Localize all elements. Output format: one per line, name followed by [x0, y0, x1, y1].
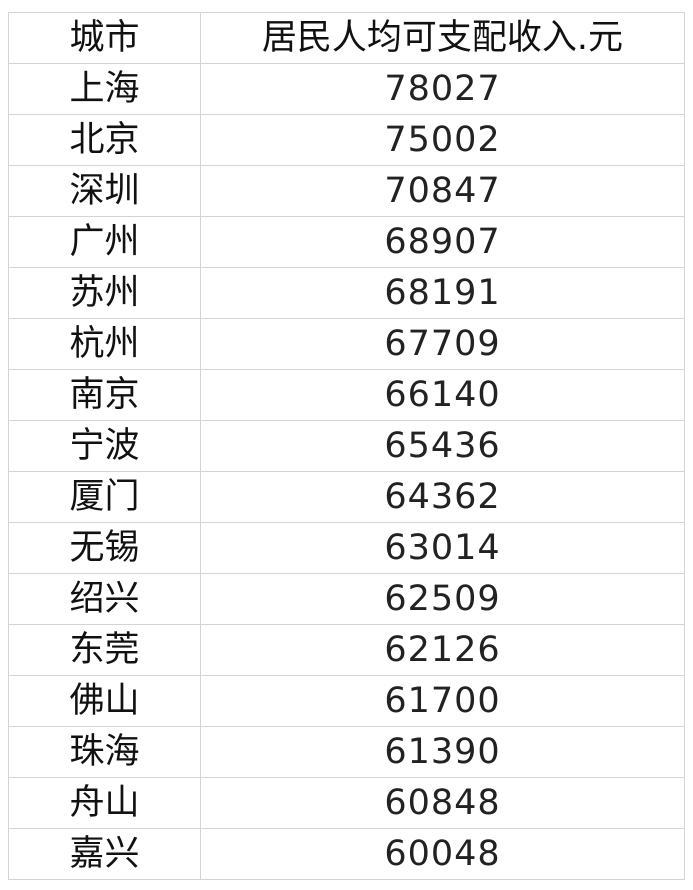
- income-cell: 78027: [200, 63, 685, 115]
- income-cell: 62126: [200, 624, 685, 676]
- income-cell: 60048: [200, 828, 685, 880]
- table-row: 舟山 60848: [8, 777, 685, 829]
- city-cell: 苏州: [8, 267, 201, 319]
- city-cell: 佛山: [8, 675, 201, 727]
- income-cell: 68907: [200, 216, 685, 268]
- table-row: 宁波 65436: [8, 420, 685, 472]
- table-row: 绍兴 62509: [8, 573, 685, 625]
- table-row: 珠海 61390: [8, 726, 685, 778]
- income-cell: 70847: [200, 165, 685, 217]
- table-row: 厦门 64362: [8, 471, 685, 523]
- city-cell: 杭州: [8, 318, 201, 370]
- table-row: 南京 66140: [8, 369, 685, 421]
- table-row: 北京 75002: [8, 114, 685, 166]
- income-cell: 67709: [200, 318, 685, 370]
- header-row: 城市 居民人均可支配收入.元: [8, 12, 685, 64]
- income-cell: 62509: [200, 573, 685, 625]
- city-cell: 深圳: [8, 165, 201, 217]
- table-row: 嘉兴 60048: [8, 828, 685, 880]
- city-cell: 珠海: [8, 726, 201, 778]
- table-row: 无锡 63014: [8, 522, 685, 574]
- table-row: 杭州 67709: [8, 318, 685, 370]
- income-cell: 64362: [200, 471, 685, 523]
- city-cell: 舟山: [8, 777, 201, 829]
- table-row: 深圳 70847: [8, 165, 685, 217]
- city-cell: 东莞: [8, 624, 201, 676]
- table-row: 东莞 62126: [8, 624, 685, 676]
- city-cell: 广州: [8, 216, 201, 268]
- income-cell: 60848: [200, 777, 685, 829]
- city-cell: 无锡: [8, 522, 201, 574]
- city-cell: 宁波: [8, 420, 201, 472]
- income-cell: 61390: [200, 726, 685, 778]
- header-cell: 居民人均可支配收入.元: [200, 12, 685, 64]
- table-row: 佛山 61700: [8, 675, 685, 727]
- city-cell: 绍兴: [8, 573, 201, 625]
- city-cell: 北京: [8, 114, 201, 166]
- income-cell: 63014: [200, 522, 685, 574]
- table-row: 广州 68907: [8, 216, 685, 268]
- income-cell: 66140: [200, 369, 685, 421]
- city-cell: 嘉兴: [8, 828, 201, 880]
- table-body: 上海 78027 北京 75002 深圳 70847 广州 68907 苏州 68191 杭州 677…: [8, 63, 685, 880]
- city-cell: 厦门: [8, 471, 201, 523]
- sheet: 城市 居民人均可支配收入.元 上海 78027 北京 75002 深圳 70847 广州 68…: [8, 12, 685, 880]
- table-row: 上海 78027: [8, 63, 685, 115]
- income-cell: 68191: [200, 267, 685, 319]
- header-cell: 城市: [8, 12, 201, 64]
- data-table: 城市 居民人均可支配收入.元 上海 78027 北京 75002 深圳 70847 广州 68…: [8, 12, 685, 880]
- income-cell: 61700: [200, 675, 685, 727]
- income-cell: 65436: [200, 420, 685, 472]
- city-cell: 南京: [8, 369, 201, 421]
- table-row: 苏州 68191: [8, 267, 685, 319]
- city-cell: 上海: [8, 63, 201, 115]
- income-cell: 75002: [200, 114, 685, 166]
